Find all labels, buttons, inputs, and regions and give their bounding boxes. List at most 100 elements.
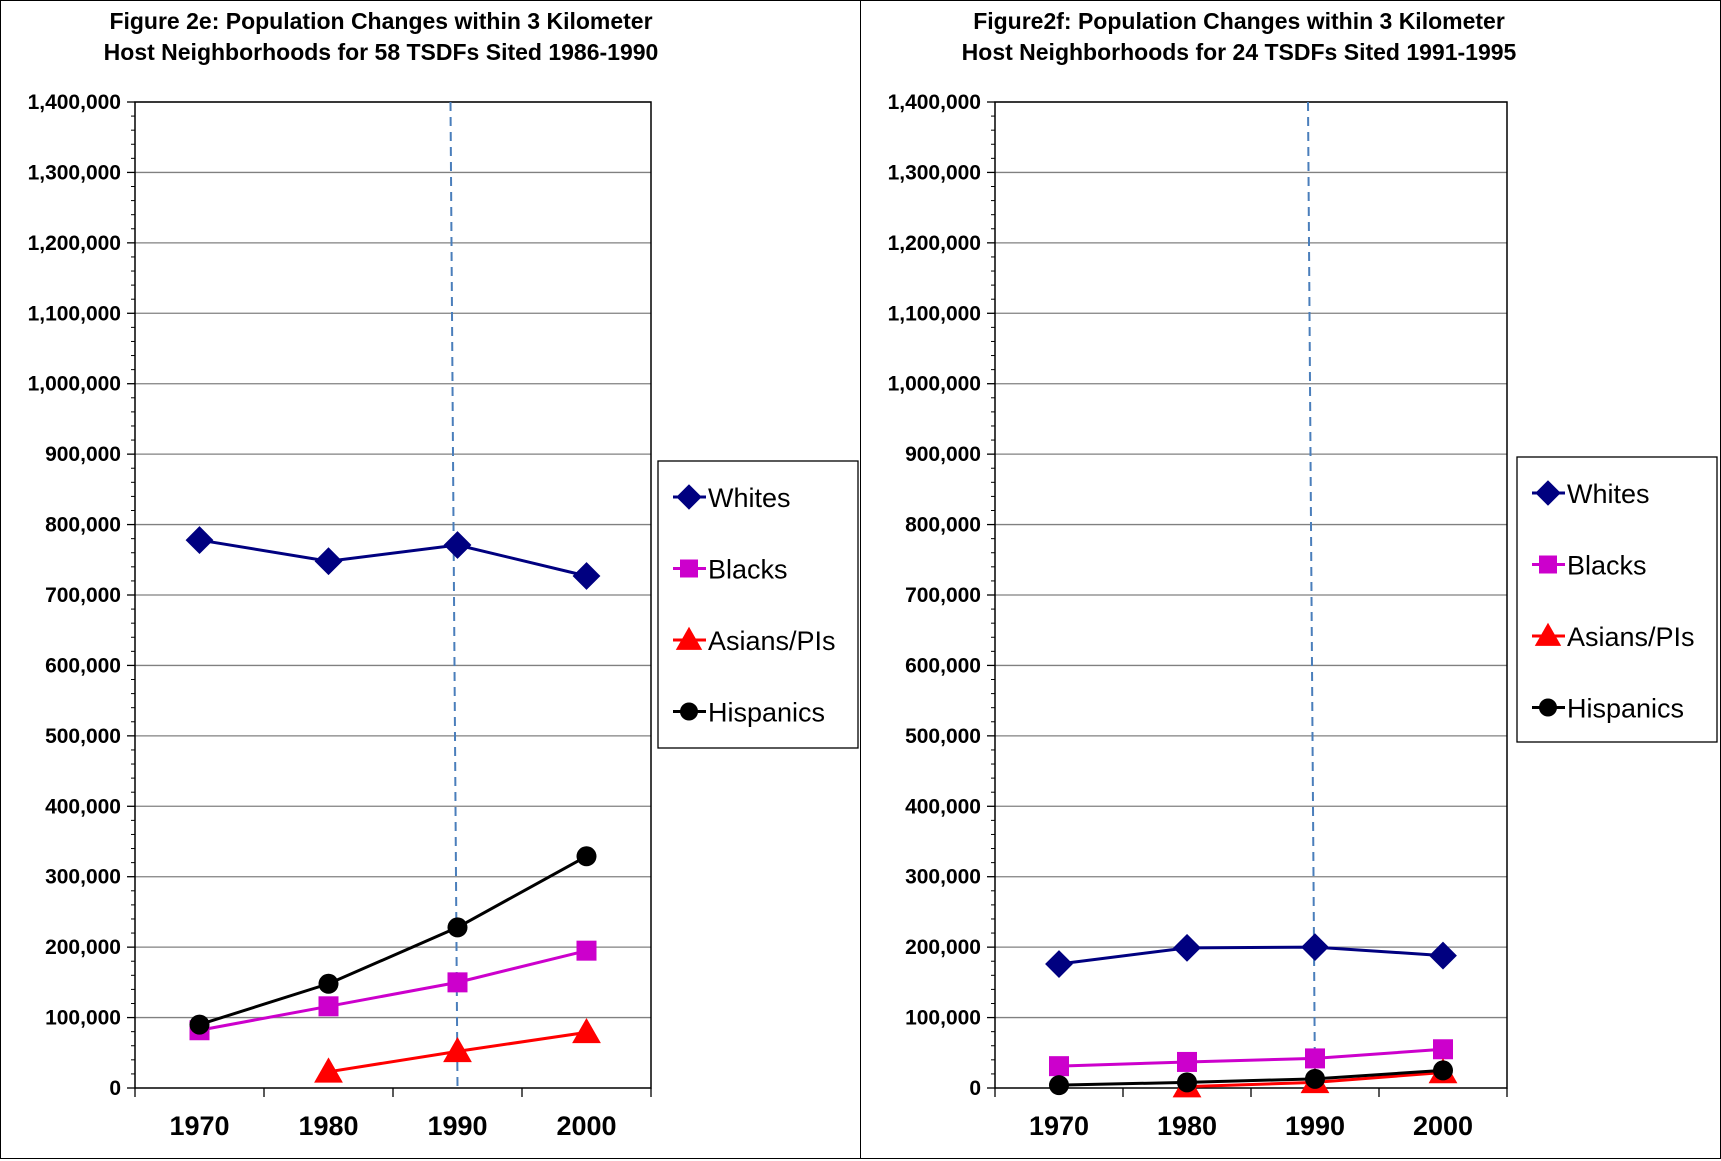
data-point (443, 1036, 472, 1063)
legend-entry: Blacks (673, 555, 788, 585)
x-tick-label: 2000 (556, 1111, 616, 1141)
data-point (1305, 1068, 1325, 1089)
x-tick-label: 1990 (427, 1111, 487, 1141)
series-line (1058, 1047, 1444, 1068)
legend-marker (675, 626, 703, 650)
legend-marker (1535, 480, 1561, 506)
y-tick-label: 1,300,000 (28, 161, 121, 184)
x-tick-label: 1990 (1285, 1111, 1345, 1141)
y-tick-label: 100,000 (45, 1007, 121, 1030)
y-tick-label: 600,000 (905, 654, 981, 677)
legend-label: Asians/PIs (1567, 622, 1695, 652)
y-tick-label: 900,000 (905, 443, 981, 466)
legend-entry: Blacks (1532, 551, 1647, 581)
y-tick-label: 200,000 (905, 936, 981, 959)
series-line (199, 949, 587, 1032)
y-tick-label: 1,100,000 (888, 302, 981, 325)
series-line (1058, 1068, 1444, 1087)
data-point (318, 973, 339, 994)
y-tick-label: 700,000 (905, 584, 981, 607)
legend-label: Hispanics (708, 698, 825, 728)
data-point (1049, 1075, 1069, 1096)
series-line (199, 854, 588, 1027)
data-point (572, 1017, 601, 1044)
legend-marker (680, 702, 698, 721)
chart-2f: Figure2f: Population Changes within 3 Ki… (888, 8, 1718, 1141)
y-tick-label: 1,000,000 (888, 373, 981, 396)
data-point (572, 562, 601, 590)
x-tick-label: 2000 (1413, 1111, 1473, 1141)
chart-panel-2f: Figure2f: Population Changes within 3 Ki… (860, 0, 1721, 1159)
series-hispanics (1049, 1060, 1453, 1096)
chart-panel-2e: Figure 2e: Population Changes within 3 K… (0, 0, 862, 1159)
legend-label: Whites (708, 483, 791, 513)
legend-label: Asians/PIs (708, 626, 836, 656)
y-tick-label: 1,400,000 (888, 91, 981, 114)
data-point (1177, 1051, 1197, 1072)
y-tick-label: 1,000,000 (28, 373, 121, 396)
x-tick-label: 1980 (1157, 1111, 1217, 1141)
legend: Whites Blacks Asians/PIs Hispanics (1516, 456, 1718, 743)
data-point (1045, 950, 1073, 978)
legend-marker (1534, 622, 1562, 646)
legend-label: Blacks (1567, 551, 1647, 581)
data-point (447, 972, 468, 993)
y-tick-label: 800,000 (45, 514, 121, 537)
y-tick-label: 500,000 (45, 725, 121, 748)
series-blacks (1049, 1039, 1453, 1077)
chart-title-line: Figure2f: Population Changes within 3 Ki… (973, 8, 1505, 34)
series-blacks (189, 940, 597, 1041)
y-tick-label: 1,200,000 (28, 232, 121, 255)
y-tick-label: 200,000 (45, 936, 121, 959)
y-tick-label: 100,000 (905, 1007, 981, 1030)
chart-title-line: Host Neighborhoods for 24 TSDFs Sited 19… (962, 39, 1517, 65)
legend-label: Blacks (708, 555, 788, 585)
legend-box (1516, 456, 1718, 743)
y-tick-label: 1,100,000 (28, 302, 121, 325)
x-tick-label: 1970 (169, 1111, 229, 1141)
legend-marker (1539, 698, 1557, 717)
chart-2e: Figure 2e: Population Changes within 3 K… (28, 8, 859, 1141)
y-tick-label: 800,000 (905, 514, 981, 537)
data-point (1433, 1039, 1453, 1060)
legend-marker (1539, 555, 1557, 574)
data-point (576, 846, 597, 867)
data-point (447, 917, 468, 938)
legend-marker (680, 559, 698, 578)
y-tick-label: 500,000 (905, 725, 981, 748)
legend-box (657, 460, 859, 749)
legend-label: Hispanics (1567, 694, 1684, 724)
legend-entry: Whites (673, 483, 791, 513)
y-tick-label: 900,000 (45, 443, 121, 466)
y-tick-label: 1,300,000 (888, 161, 981, 184)
chart-title-line: Figure 2e: Population Changes within 3 K… (109, 8, 652, 34)
data-point (189, 1014, 210, 1035)
legend: Whites Blacks Asians/PIs Hispanics (657, 460, 859, 749)
data-point (314, 1057, 343, 1083)
legend-entry: Whites (1532, 479, 1650, 509)
series-asians-pis (314, 1017, 601, 1083)
y-tick-label: 1,400,000 (28, 91, 121, 114)
data-point (1177, 1072, 1197, 1093)
data-point (314, 547, 343, 576)
y-tick-label: 300,000 (45, 866, 121, 889)
series-whites (185, 526, 601, 590)
legend-entry: Hispanics (1532, 694, 1684, 724)
legend-entry: Asians/PIs (673, 626, 836, 656)
data-point (443, 531, 472, 559)
x-tick-label: 1970 (1029, 1111, 1089, 1141)
data-point (318, 996, 339, 1017)
y-tick-label: 300,000 (905, 866, 981, 889)
y-tick-label: 700,000 (45, 584, 121, 607)
legend-entry: Hispanics (673, 698, 825, 728)
series-whites (1045, 933, 1457, 978)
series-line (199, 538, 587, 578)
data-point (1433, 1060, 1453, 1081)
chart-title-line: Host Neighborhoods for 58 TSDFs Sited 19… (104, 39, 659, 65)
series-line (1058, 945, 1444, 966)
data-point (1173, 933, 1201, 962)
x-tick-label: 1980 (298, 1111, 358, 1141)
y-tick-label: 400,000 (45, 795, 121, 818)
y-tick-label: 0 (969, 1077, 981, 1100)
y-tick-label: 600,000 (45, 654, 121, 677)
